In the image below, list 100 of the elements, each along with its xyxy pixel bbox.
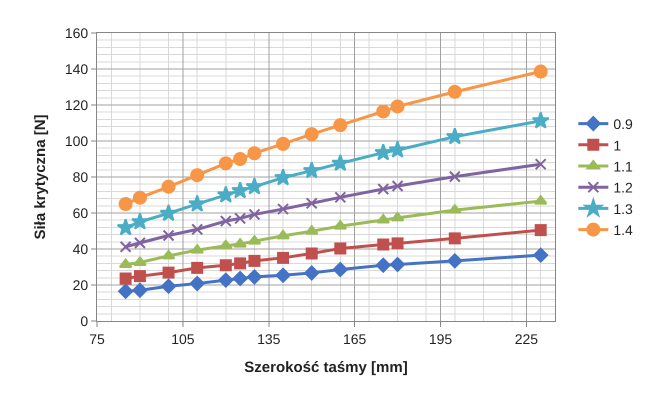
- point: [390, 212, 404, 222]
- point: [534, 64, 548, 79]
- point: [248, 208, 260, 220]
- point: [533, 248, 548, 263]
- legend-label: 1.4: [613, 222, 633, 238]
- point: [276, 136, 290, 151]
- point: [132, 282, 148, 298]
- legend-label: 1.2: [613, 180, 633, 196]
- y-tick-label: 20: [72, 276, 88, 293]
- point: [134, 270, 146, 282]
- point: [231, 181, 250, 198]
- point: [247, 146, 262, 160]
- point: [162, 180, 176, 194]
- point: [220, 215, 232, 228]
- point: [162, 230, 175, 242]
- x-tick-label: 195: [428, 330, 452, 347]
- point: [331, 154, 350, 172]
- point: [534, 224, 547, 236]
- point: [276, 230, 290, 240]
- y-tick-label: 140: [64, 60, 88, 77]
- point: [334, 191, 346, 204]
- point: [277, 203, 290, 216]
- point: [116, 218, 135, 236]
- point: [390, 256, 406, 272]
- point: [118, 197, 133, 211]
- point: [120, 240, 132, 253]
- point: [374, 143, 392, 160]
- point: [377, 238, 390, 250]
- point: [274, 168, 292, 186]
- y-tick-label: 40: [72, 240, 88, 257]
- point: [118, 284, 134, 299]
- x-tick-label: 165: [342, 330, 367, 347]
- point: [376, 104, 390, 118]
- point: [191, 262, 204, 274]
- point: [304, 127, 319, 142]
- point: [304, 225, 318, 235]
- x-axis-title: Szerokość taśmy [mm]: [244, 358, 408, 376]
- point: [447, 253, 462, 268]
- point: [306, 248, 318, 260]
- point: [392, 237, 404, 250]
- point: [392, 180, 404, 192]
- point: [377, 183, 390, 196]
- point: [446, 127, 464, 144]
- point: [233, 152, 248, 166]
- point: [448, 232, 461, 244]
- legend-label: 1.1: [613, 158, 633, 174]
- x-tick-label: 225: [514, 330, 538, 347]
- legend-label: 1.3: [613, 200, 633, 217]
- y-tick-label: 160: [64, 24, 88, 41]
- point: [332, 262, 348, 278]
- point: [534, 195, 548, 205]
- point: [448, 170, 461, 183]
- point: [160, 204, 178, 222]
- point: [333, 118, 348, 132]
- point: [118, 258, 132, 268]
- point: [162, 250, 176, 260]
- point: [232, 271, 248, 286]
- point: [188, 194, 206, 212]
- y-tick-label: 80: [72, 168, 88, 185]
- point: [306, 197, 318, 210]
- point: [134, 236, 146, 249]
- point: [304, 265, 320, 280]
- point: [302, 161, 321, 178]
- point: [234, 257, 246, 270]
- y-tick-label: 120: [64, 96, 88, 113]
- point: [390, 99, 405, 114]
- point: [245, 177, 264, 195]
- point: [216, 186, 235, 203]
- point: [161, 278, 176, 294]
- point: [448, 84, 462, 99]
- point: [191, 223, 204, 236]
- point: [190, 276, 205, 292]
- point: [190, 244, 204, 254]
- point: [277, 252, 290, 264]
- x-tick-label: 135: [257, 330, 281, 347]
- point: [448, 204, 462, 214]
- x-tick-label: 75: [89, 330, 105, 347]
- point: [162, 266, 175, 279]
- point: [246, 269, 262, 284]
- point: [190, 168, 204, 182]
- point: [376, 258, 391, 273]
- point: [233, 238, 247, 248]
- point: [219, 240, 233, 250]
- y-tick-label: 60: [72, 204, 88, 221]
- point: [334, 220, 348, 230]
- point: [218, 156, 233, 170]
- point: [388, 140, 407, 158]
- legend-label: 1: [613, 137, 622, 154]
- point: [334, 242, 346, 254]
- y-tick-label: 0: [80, 312, 88, 329]
- legend-label: 0.9: [613, 116, 633, 132]
- point: [534, 158, 547, 170]
- point: [276, 268, 291, 283]
- point: [220, 259, 232, 272]
- y-tick-label: 100: [64, 132, 88, 149]
- point: [130, 212, 149, 230]
- point: [248, 235, 262, 245]
- point: [532, 111, 550, 129]
- point: [234, 212, 246, 224]
- point: [120, 272, 132, 285]
